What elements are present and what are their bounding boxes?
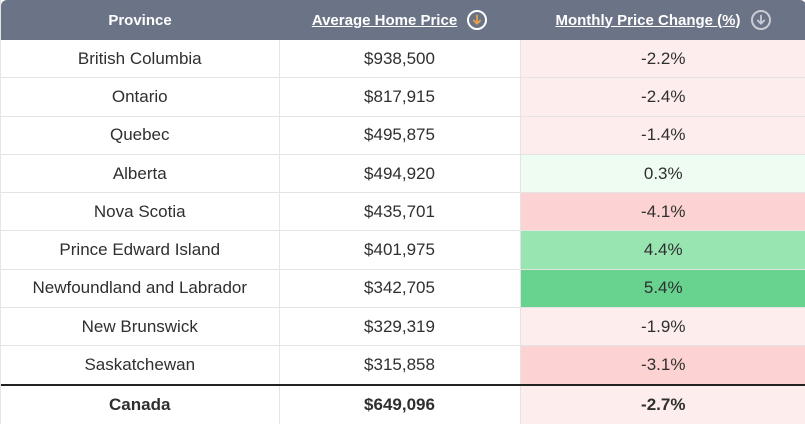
price-change-cell: -2.7% [520,383,805,424]
table-header-row: Province Average Home Price Monthly Pric… [1,0,805,40]
column-header-average-home-price[interactable]: Average Home Price [279,0,520,40]
province-cell: British Columbia [1,40,280,79]
price-change-cell: -3.1% [520,345,805,386]
province-cell: Newfoundland and Labrador [1,269,280,309]
average-price-cell: $938,500 [279,40,521,79]
province-cell: Quebec [1,116,280,155]
province-cell: New Brunswick [1,307,280,347]
price-change-cell: -4.1% [520,192,805,232]
price-change-cell: -1.4% [520,116,805,155]
average-home-price-sort-link[interactable]: Average Home Price [311,11,458,29]
average-price-cell: $401,975 [279,230,521,270]
sort-descending-inactive-icon[interactable] [750,10,771,30]
column-header-monthly-price-change[interactable]: Monthly Price Change (%) [520,0,805,40]
price-change-cell: 5.4% [520,269,805,309]
total-row: Canada $649,096 -2.7% [1,383,805,424]
average-price-cell: $495,875 [279,116,521,155]
average-price-cell: $494,920 [279,154,521,194]
average-price-cell: $329,319 [279,307,521,347]
table-row: New Brunswick $329,319 -1.9% [1,307,805,347]
average-price-cell: $342,705 [279,269,521,309]
table-row: Saskatchewan $315,858 -3.1% [1,345,805,386]
table-row: Quebec $495,875 -1.4% [1,116,805,155]
table-body: British Columbia $938,500 -2.2% Ontario $817… [1,40,805,424]
average-price-cell: $817,915 [279,77,521,117]
province-cell: Prince Edward Island [1,230,280,270]
table-row: Newfoundland and Labrador $342,705 5.4% [1,269,805,309]
province-header-label: Province [108,11,172,29]
price-change-cell: 0.3% [520,154,805,194]
average-price-cell: $435,701 [279,192,521,232]
province-cell: Nova Scotia [1,192,280,232]
price-change-cell: -2.2% [520,40,805,79]
table-row: Ontario $817,915 -2.4% [1,77,805,117]
table-row: British Columbia $938,500 -2.2% [1,40,805,79]
price-change-cell: 4.4% [520,230,805,270]
province-cell: Ontario [1,77,280,117]
average-price-cell: $649,096 [279,383,521,424]
province-cell: Canada [1,383,280,424]
price-change-cell: -1.9% [520,307,805,347]
sort-descending-active-icon[interactable] [467,10,488,30]
price-change-cell: -2.4% [520,77,805,117]
table-row: Alberta $494,920 0.3% [1,154,805,194]
column-header-province: Province [1,0,279,40]
average-price-cell: $315,858 [279,345,521,386]
province-cell: Alberta [1,154,280,194]
table-row: Nova Scotia $435,701 -4.1% [1,192,805,232]
table-row: Prince Edward Island $401,975 4.4% [1,230,805,270]
monthly-price-change-sort-link[interactable]: Monthly Price Change (%) [555,11,741,29]
province-cell: Saskatchewan [1,345,280,386]
